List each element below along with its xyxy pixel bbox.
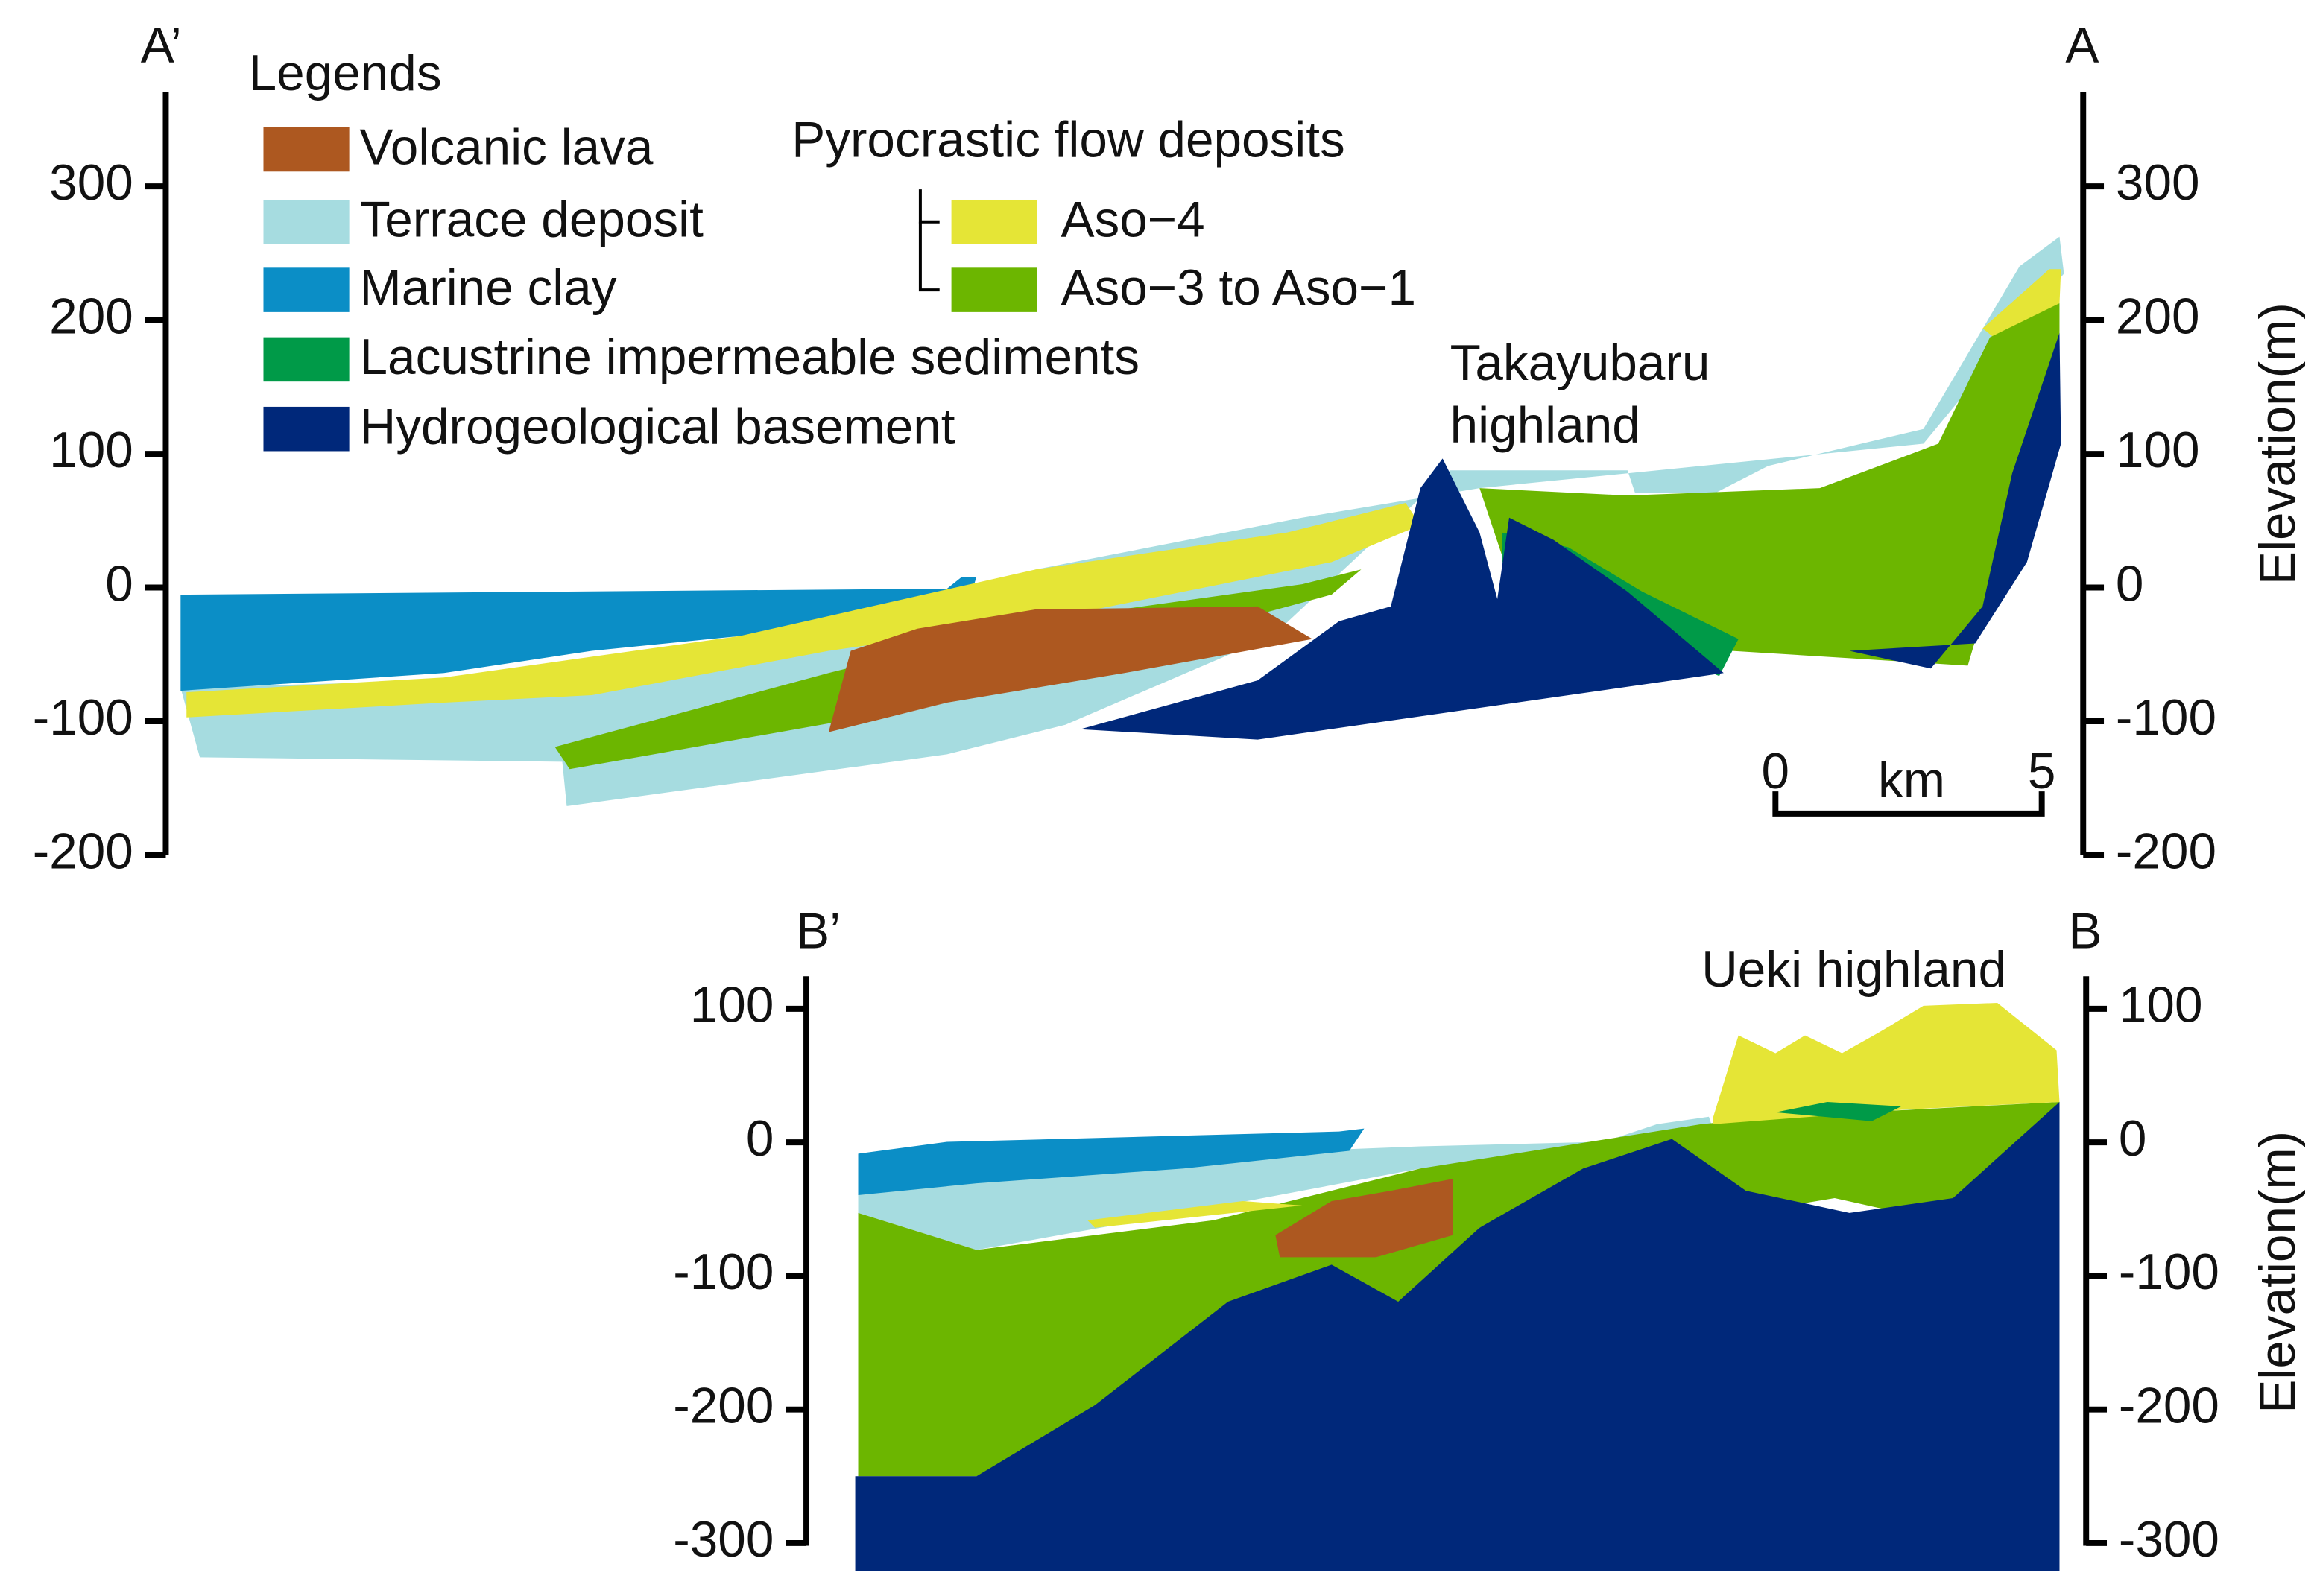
section-label: A xyxy=(2065,17,2099,73)
tick-label: 100 xyxy=(2119,978,2203,1033)
aso4-layer xyxy=(186,502,1420,718)
legend-item: Volcanic lava xyxy=(360,119,654,175)
tick-label: 300 xyxy=(2116,155,2200,211)
legend-item: Hydrogeological basement xyxy=(360,399,955,455)
marine-clay-layer xyxy=(858,1128,1365,1196)
tick-label: 0 xyxy=(746,1111,774,1167)
section-b-layers xyxy=(855,1002,2060,1571)
annotation: highland xyxy=(1450,398,1640,454)
lava-layer xyxy=(1275,1179,1453,1258)
marine-clay-layer xyxy=(180,577,977,691)
aso4-layer xyxy=(1713,1002,2060,1124)
basement-layer xyxy=(855,1101,2060,1571)
legend-swatch xyxy=(951,199,1037,244)
tick-label: 100 xyxy=(2116,422,2200,478)
ticks: 300 300 200 200 100 100 0 0 -100 -100 -200 -200 100 1… xyxy=(33,155,2219,1568)
tick-label: -200 xyxy=(673,1378,774,1434)
legend-item: Aso−3 to Aso−1 xyxy=(1061,260,1416,316)
aso4-layer xyxy=(1982,269,2061,341)
tick-label: 0 xyxy=(2116,556,2144,612)
tick-label: 300 xyxy=(49,155,133,211)
legend-swatch xyxy=(951,267,1037,312)
tick-label: 200 xyxy=(2116,288,2200,344)
legend-swatch xyxy=(263,406,350,452)
annotation: Takayubaru xyxy=(1450,335,1710,391)
aso3-layer xyxy=(1479,303,2060,666)
scale-label: 0 xyxy=(1762,744,1790,799)
axis-title: Elevation(m) xyxy=(2250,303,2306,585)
legend-title: Legends xyxy=(249,45,442,101)
legend-item: Terrace deposit xyxy=(360,192,704,248)
section-a-layers xyxy=(180,236,2064,806)
legend-item: Aso−4 xyxy=(1061,192,1204,248)
tick-label: 100 xyxy=(49,422,133,478)
legend-swatch xyxy=(263,199,350,244)
legend-swatch xyxy=(263,267,350,312)
aso4-layer xyxy=(1087,1200,1303,1228)
scale-label: 5 xyxy=(2028,744,2056,799)
section-label: B xyxy=(2068,903,2102,959)
tick-label: 100 xyxy=(690,978,774,1033)
legend-item: Lacustrine impermeable sediments xyxy=(360,329,1140,385)
axis-title: Elevation(m) xyxy=(2250,1131,2306,1413)
legend-swatch xyxy=(263,337,350,382)
tick-label: -200 xyxy=(2116,823,2216,879)
scale-bar xyxy=(1772,791,2045,817)
tick-label: -100 xyxy=(33,690,133,746)
basement-layer xyxy=(1080,458,1724,740)
tick-label: -200 xyxy=(2119,1378,2219,1434)
section-label: B’ xyxy=(796,903,841,959)
tick-label: 0 xyxy=(105,556,133,612)
legend-group-title: Pyrocrastic flow deposits xyxy=(791,112,1345,168)
scale-label: km xyxy=(1878,753,1945,808)
tick-label: -300 xyxy=(2119,1512,2219,1568)
legend-bracket xyxy=(918,189,940,224)
lacustrine-layer xyxy=(1775,1101,1902,1121)
section-label: A’ xyxy=(141,17,182,73)
tick-label: -100 xyxy=(2116,690,2216,746)
basement-layer xyxy=(1849,332,2061,669)
tick-label: 0 xyxy=(2119,1111,2147,1167)
legend-bracket xyxy=(918,221,940,292)
tick-label: 200 xyxy=(49,288,133,344)
legend-item: Marine clay xyxy=(360,260,617,316)
tick-label: -100 xyxy=(2119,1244,2219,1300)
tick-label: -300 xyxy=(673,1512,774,1568)
tick-label: -100 xyxy=(673,1244,774,1300)
lava-layer xyxy=(828,606,1312,732)
legend-swatch xyxy=(263,127,350,172)
tick-label: -200 xyxy=(33,823,133,879)
terrace-layer xyxy=(858,1116,1716,1250)
annotation: Ueki highland xyxy=(1701,942,2006,998)
